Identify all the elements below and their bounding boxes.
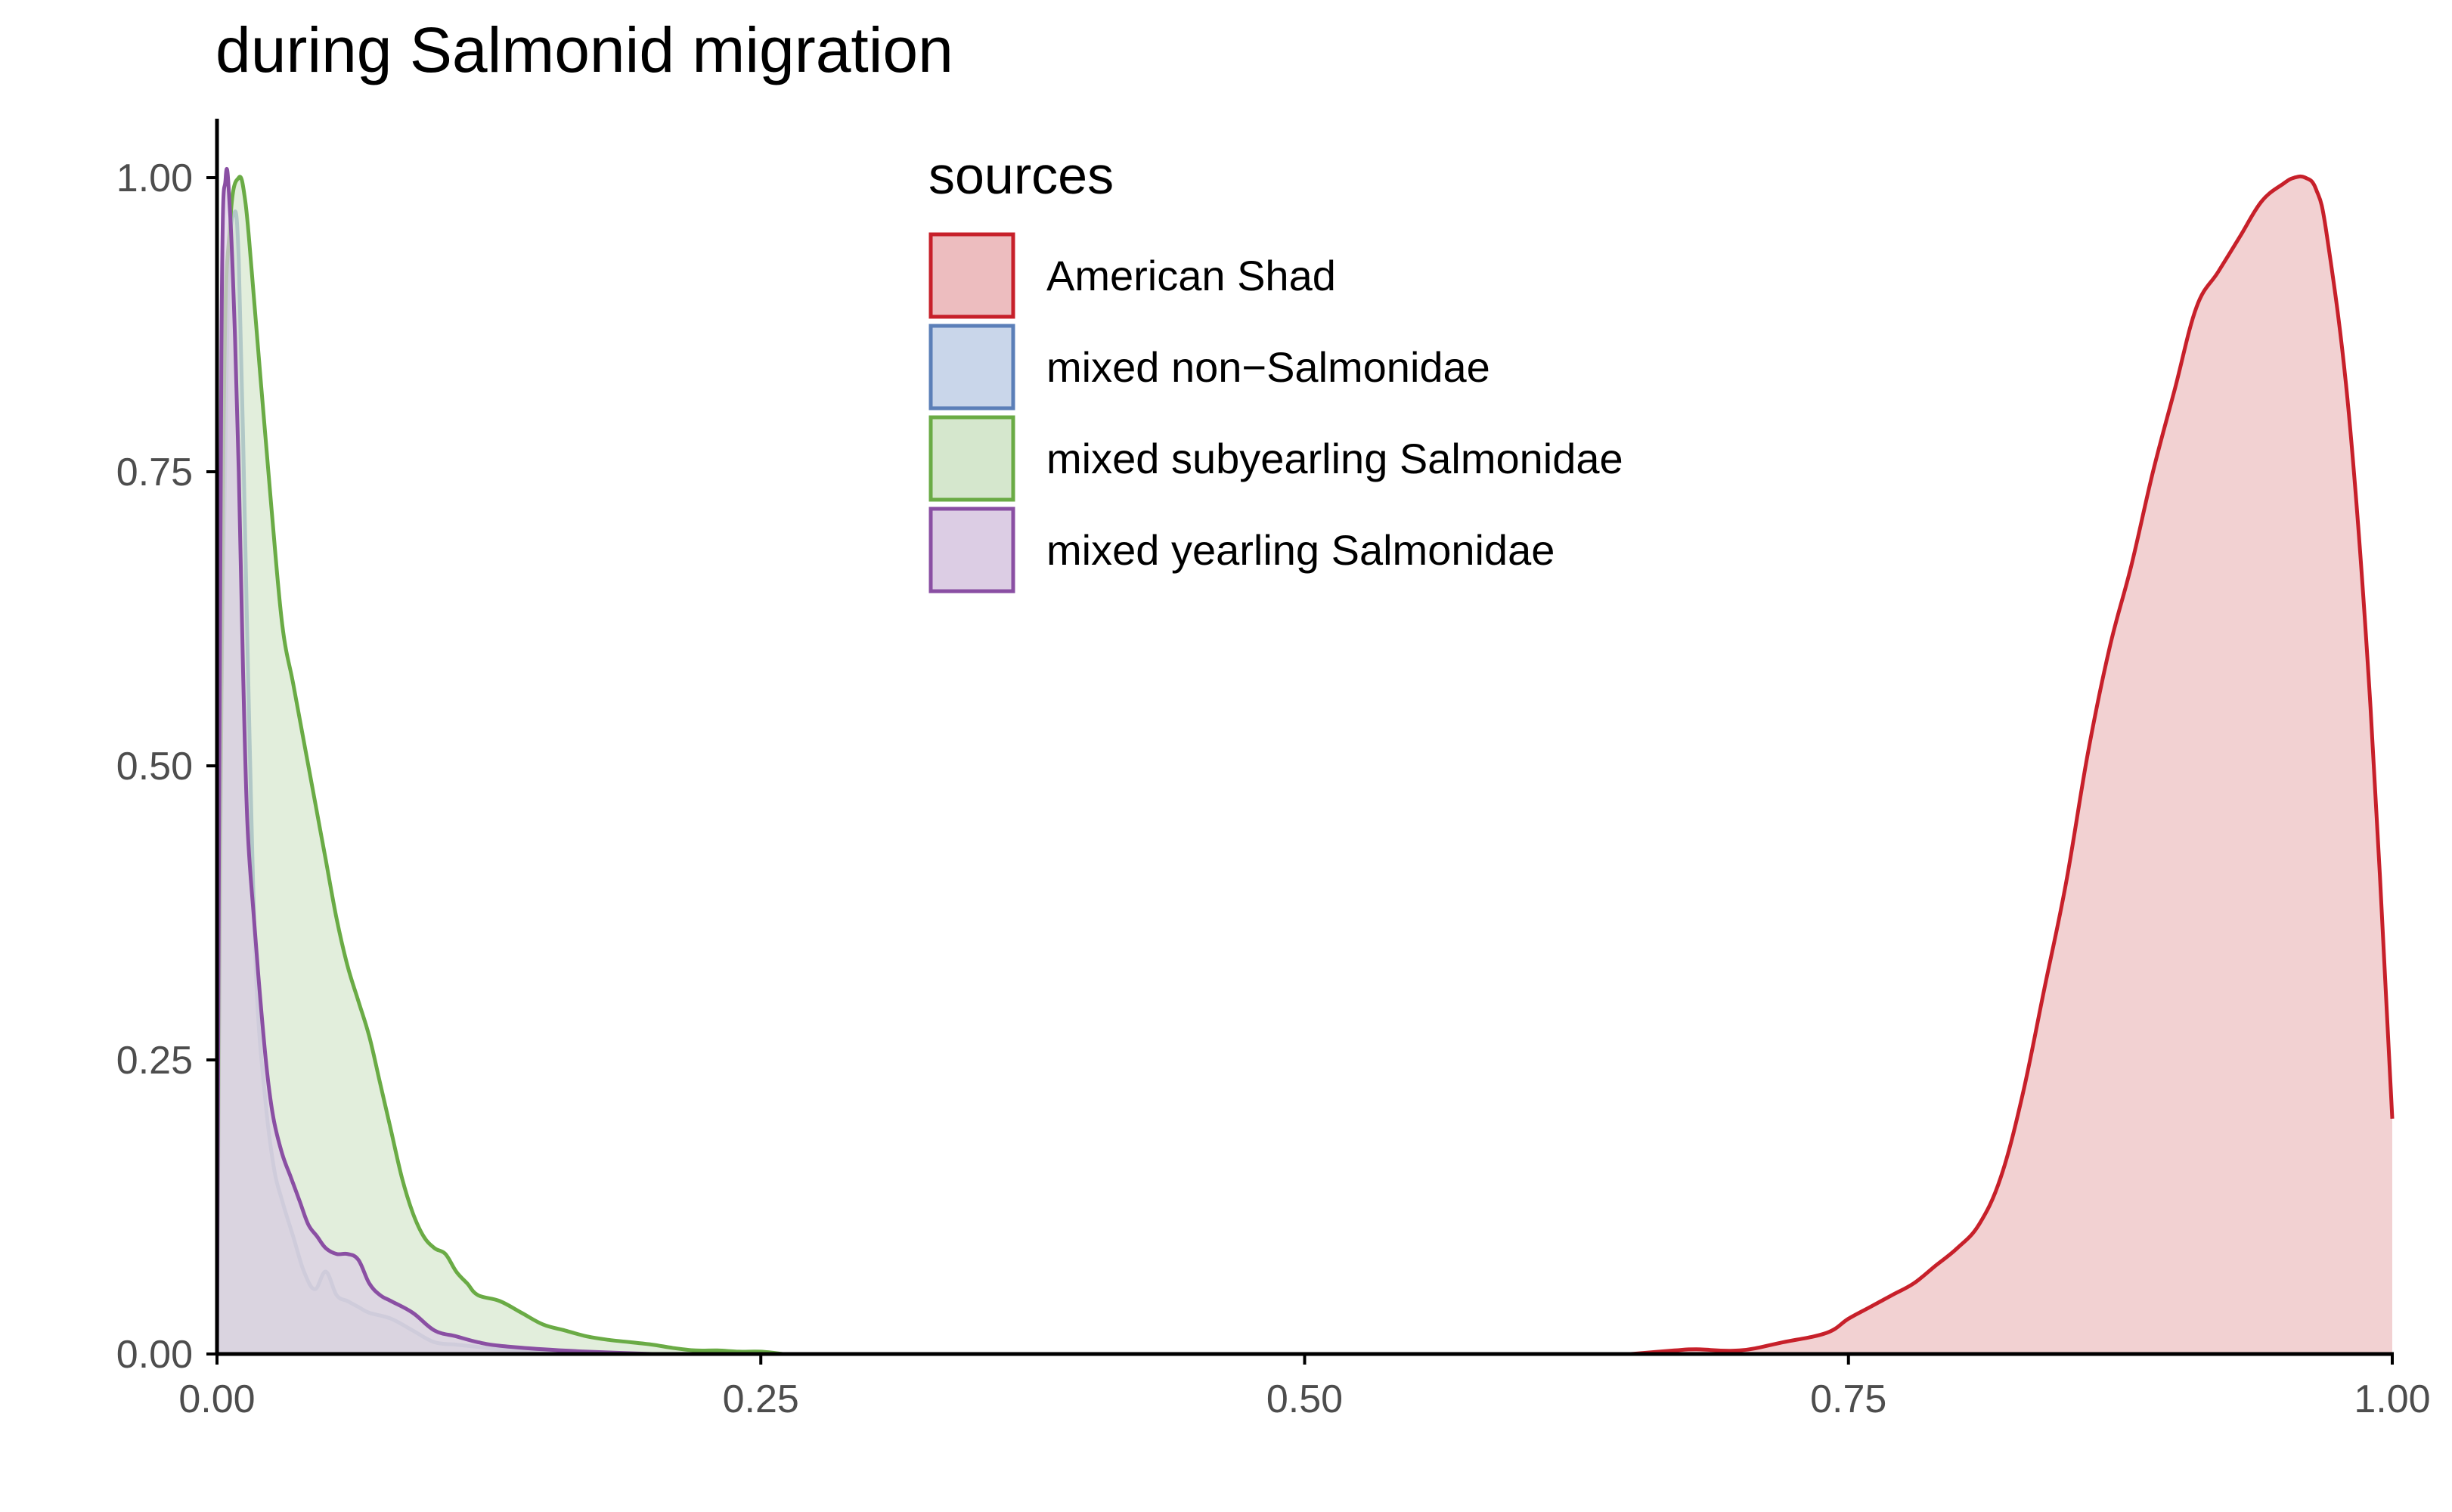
density-area-american-shad (1631, 176, 2392, 1354)
x-tick-label: 0.75 (1810, 1377, 1886, 1421)
density-area-mixed-yearling-salmonidae (217, 169, 653, 1354)
y-tick-label: 0.00 (116, 1333, 193, 1377)
legend-items: American Shad mixed non−Salmonidae mixed s… (928, 232, 1623, 593)
y-tick-label: 0.75 (116, 451, 193, 494)
x-axis-ticks: 0.00 0.25 0.50 0.75 1.00 (178, 1354, 2431, 1421)
density-area-mixed-subyearling-salmonidae (217, 176, 783, 1355)
y-tick-label: 1.00 (116, 156, 193, 200)
legend-label: mixed non−Salmonidae (1046, 343, 1490, 391)
legend-label: mixed subyearling Salmonidae (1046, 435, 1623, 482)
y-tick-label: 0.25 (116, 1039, 193, 1083)
legend-swatch (928, 507, 1015, 593)
legend-title: sources (928, 146, 1114, 205)
x-tick-label: 0.25 (723, 1377, 799, 1421)
x-tick-label: 0.00 (178, 1377, 255, 1421)
legend-swatch (928, 324, 1015, 411)
density-line-mixed-subyearling-salmonidae (215, 175, 783, 1356)
y-tick-label: 0.50 (116, 745, 193, 789)
density-line-mixed-yearling-salmonidae (215, 167, 653, 1356)
chart-title: during Salmonid migration (215, 14, 953, 85)
y-axis-ticks: 0.00 0.25 0.50 0.75 1.00 (116, 156, 217, 1377)
series-layer (215, 167, 2395, 1356)
legend-swatch (928, 415, 1015, 502)
legend: sources American Shad mixed non−Salmonida… (928, 146, 1623, 593)
legend-label: mixed yearling Salmonidae (1046, 526, 1555, 574)
legend-swatch (928, 232, 1015, 319)
x-tick-label: 1.00 (2354, 1377, 2430, 1421)
density-line-american-shad (1630, 174, 2395, 1356)
x-tick-label: 0.50 (1266, 1377, 1343, 1421)
legend-label: American Shad (1046, 252, 1336, 299)
